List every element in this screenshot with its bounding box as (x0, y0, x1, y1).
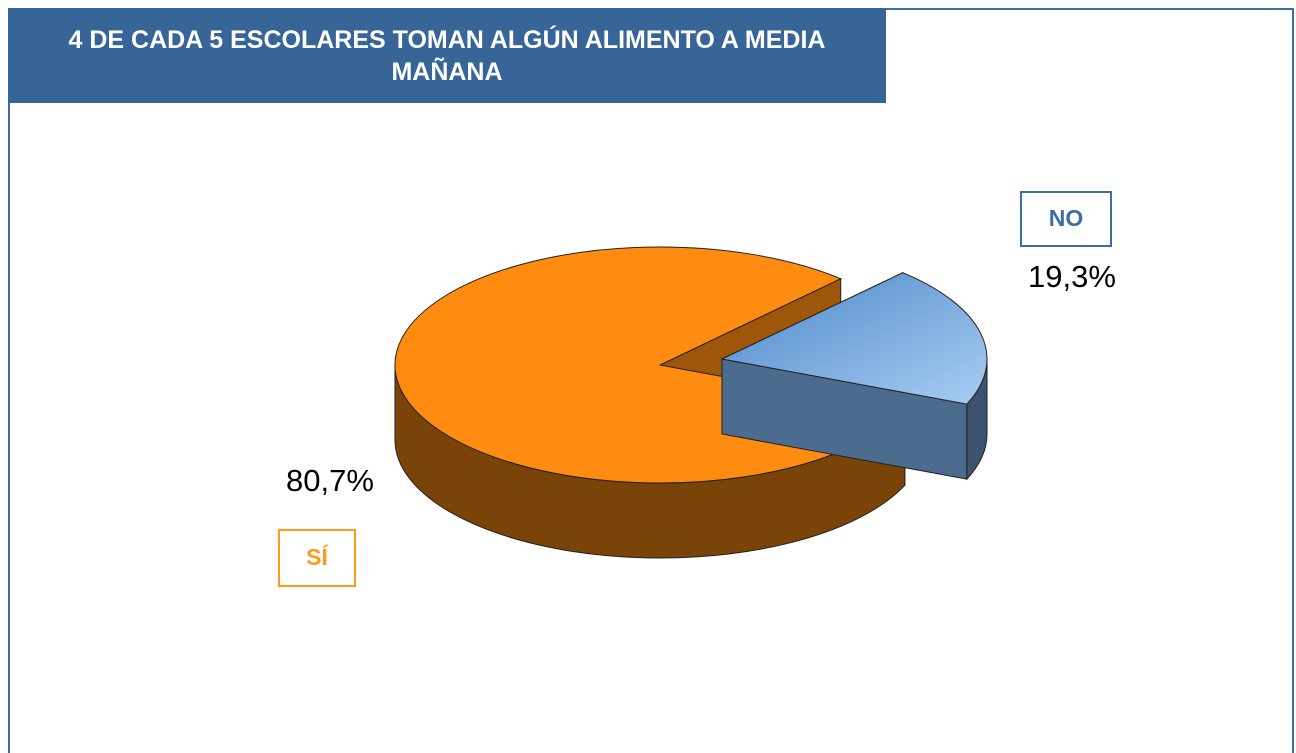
pie-slice (720, 272, 988, 405)
legend-box (278, 529, 356, 587)
category-label: NO (1049, 205, 1084, 231)
value-label: 80,7% (286, 463, 374, 498)
category-label: SÍ (306, 543, 328, 570)
legend-box (1020, 191, 1112, 247)
chart-title: 4 DE CADA 5 ESCOLARES TOMAN ALGÚN ALIMEN… (8, 8, 886, 103)
value-label: 19,3% (1028, 259, 1116, 294)
